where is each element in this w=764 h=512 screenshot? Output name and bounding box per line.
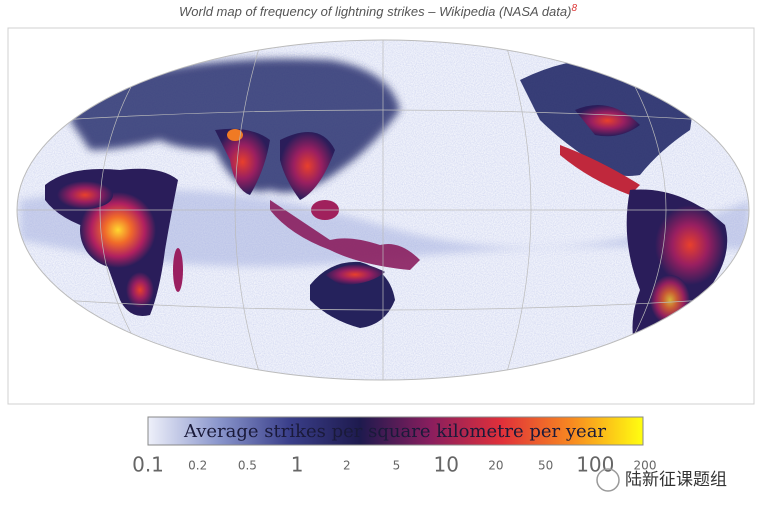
legend-tick-label: 50 <box>538 459 553 473</box>
legend-tick-label: 0.2 <box>188 459 207 473</box>
legend-tick-label: 20 <box>488 459 503 473</box>
caption-ref: 8 <box>571 3 577 14</box>
legend-tick-label: 200 <box>634 459 657 473</box>
watermark-icon <box>596 468 620 492</box>
legend-bar <box>147 416 644 446</box>
legend-tick-label: 2 <box>343 459 351 473</box>
caption-text: World map of frequency of lightning stri… <box>179 4 571 19</box>
legend-tick-label: 100 <box>576 453 614 477</box>
legend-tick-label: 5 <box>393 459 401 473</box>
watermark-text: 陆新征课题组 <box>625 470 727 490</box>
globe-outline <box>16 39 750 381</box>
map <box>17 40 749 380</box>
legend-tick-label: 0.5 <box>238 459 257 473</box>
legend-tick-label: 1 <box>291 453 304 477</box>
watermark: 陆新征课题组 <box>596 468 727 492</box>
legend-ticks: 0.1 0.2 0.5 1 2 5 10 20 50 100 200 <box>132 453 656 477</box>
legend-tick-label: 0.1 <box>132 453 164 477</box>
legend-tick-label: 10 <box>433 453 458 477</box>
caption: World map of frequency of lightning stri… <box>179 3 577 19</box>
legend-title: Average strikes per square kilometre per… <box>183 421 606 442</box>
